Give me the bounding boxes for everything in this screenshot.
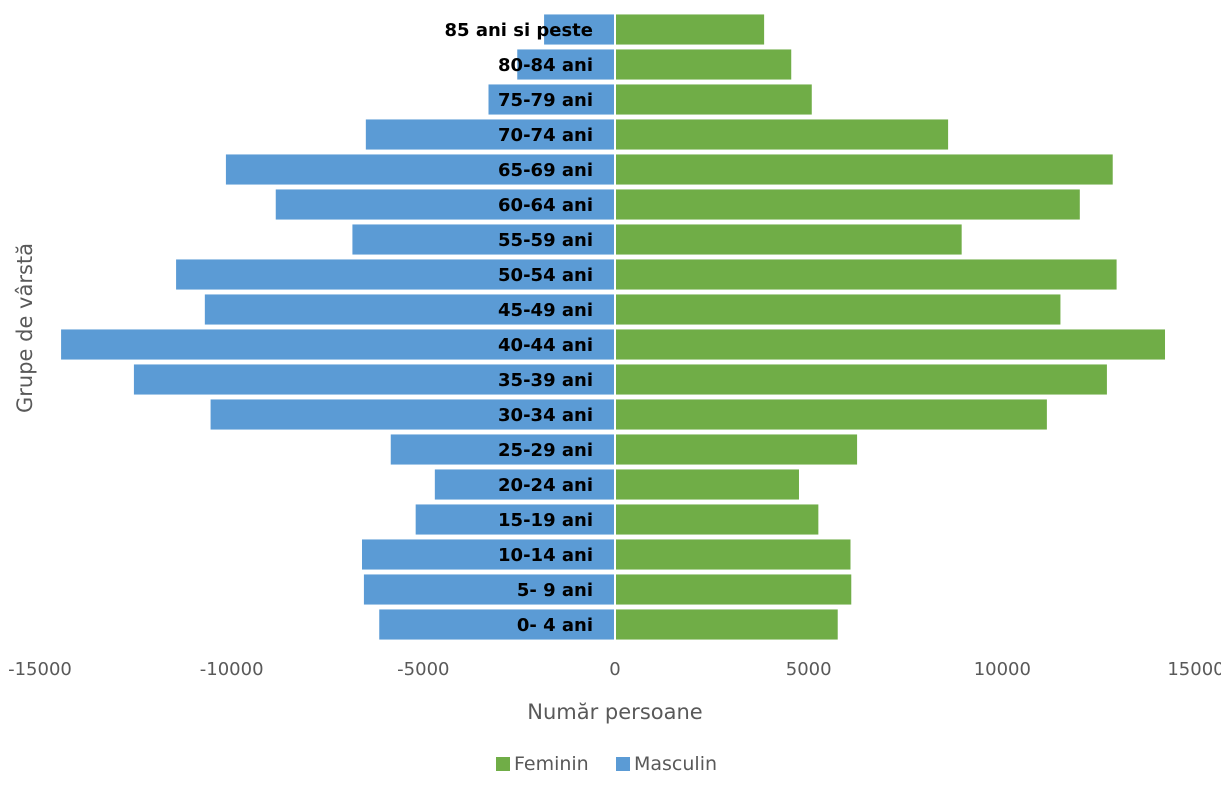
legend: Feminin Masculin <box>496 753 717 775</box>
bar-feminin-55-59-ani <box>615 224 962 255</box>
x-axis-ticks: -15000 -10000 -5000 0 5000 10000 15000 <box>8 659 1221 680</box>
bar-feminin-40-44-ani <box>615 329 1166 360</box>
category-label-30-34-ani: 30-34 ani <box>498 405 593 426</box>
bar-masculin-55-59-ani <box>352 224 615 255</box>
bar-masculin-10-14-ani <box>362 539 615 570</box>
bar-feminin-35-39-ani <box>615 364 1107 395</box>
bar-masculin-25-29-ani <box>390 434 615 465</box>
legend-swatch-masculin <box>616 757 630 771</box>
x-tick-label: -10000 <box>200 659 264 680</box>
x-tick-label: 15000 <box>1167 659 1221 680</box>
category-label-50-54-ani: 50-54 ani <box>498 265 593 286</box>
bar-masculin-5--9-ani <box>363 574 615 605</box>
bar-masculin-85-ani-si-peste <box>544 14 615 45</box>
bar-masculin-60-64-ani <box>275 189 615 220</box>
bar-feminin-70-74-ani <box>615 119 949 150</box>
bar-masculin-40-44-ani <box>61 329 616 360</box>
bar-feminin-0--4-ani <box>615 609 838 640</box>
bar-feminin-15-19-ani <box>615 504 819 535</box>
bar-feminin-85-ani-si-peste <box>615 14 765 45</box>
category-label-60-64-ani: 60-64 ani <box>498 195 593 216</box>
bar-feminin-25-29-ani <box>615 434 858 465</box>
legend-label-masculin: Masculin <box>634 753 717 775</box>
x-axis-title: Număr persoane <box>527 700 702 724</box>
bar-masculin-15-19-ani <box>415 504 615 535</box>
category-label-5--9-ani: 5- 9 ani <box>517 580 593 601</box>
category-label-85-ani-si-peste: 85 ani si peste <box>445 20 593 41</box>
legend-swatch-feminin <box>496 757 510 771</box>
category-label-20-24-ani: 20-24 ani <box>498 475 593 496</box>
bar-feminin-5--9-ani <box>615 574 852 605</box>
bar-feminin-50-54-ani <box>615 259 1117 290</box>
bar-masculin-80-84-ani <box>517 49 615 80</box>
x-tick-label: -15000 <box>8 659 72 680</box>
x-tick-label: 10000 <box>974 659 1031 680</box>
bar-masculin-45-49-ani <box>204 294 616 325</box>
bar-masculin-0--4-ani <box>379 609 615 640</box>
category-label-25-29-ani: 25-29 ani <box>498 440 593 461</box>
y-axis-title: Grupe de vârstă <box>13 243 37 413</box>
bar-feminin-10-14-ani <box>615 539 851 570</box>
masculin-bars <box>61 14 616 640</box>
x-tick-label: 5000 <box>786 659 832 680</box>
bar-masculin-20-24-ani <box>434 469 615 500</box>
age-group-labels: 0- 4 ani 5- 9 ani 10-14 ani 15-19 ani 20-24 … <box>445 20 593 636</box>
bar-feminin-30-34-ani <box>615 399 1047 430</box>
bar-masculin-75-79-ani <box>488 84 615 115</box>
bar-feminin-80-84-ani <box>615 49 792 80</box>
bar-feminin-65-69-ani <box>615 154 1113 185</box>
category-label-55-59-ani: 55-59 ani <box>498 230 593 251</box>
x-tick-label: -5000 <box>397 659 449 680</box>
category-label-40-44-ani: 40-44 ani <box>498 335 593 356</box>
legend-label-feminin: Feminin <box>514 753 589 775</box>
bar-feminin-75-79-ani <box>615 84 812 115</box>
category-label-15-19-ani: 15-19 ani <box>498 510 593 531</box>
category-label-10-14-ani: 10-14 ani <box>498 545 593 566</box>
bar-masculin-30-34-ani <box>210 399 616 430</box>
bar-masculin-65-69-ani <box>225 154 615 185</box>
bar-feminin-20-24-ani <box>615 469 799 500</box>
bar-feminin-45-49-ani <box>615 294 1061 325</box>
category-label-70-74-ani: 70-74 ani <box>498 125 593 146</box>
bar-masculin-50-54-ani <box>176 259 616 290</box>
feminin-bars <box>615 14 1166 640</box>
category-label-75-79-ani: 75-79 ani <box>498 90 593 111</box>
x-tick-label: 0 <box>609 659 620 680</box>
category-label-65-69-ani: 65-69 ani <box>498 160 593 181</box>
category-label-0--4-ani: 0- 4 ani <box>517 615 593 636</box>
bar-masculin-70-74-ani <box>365 119 615 150</box>
bar-masculin-35-39-ani <box>133 364 615 395</box>
bar-feminin-60-64-ani <box>615 189 1080 220</box>
category-label-35-39-ani: 35-39 ani <box>498 370 593 391</box>
category-label-80-84-ani: 80-84 ani <box>498 55 593 76</box>
category-label-45-49-ani: 45-49 ani <box>498 300 593 321</box>
